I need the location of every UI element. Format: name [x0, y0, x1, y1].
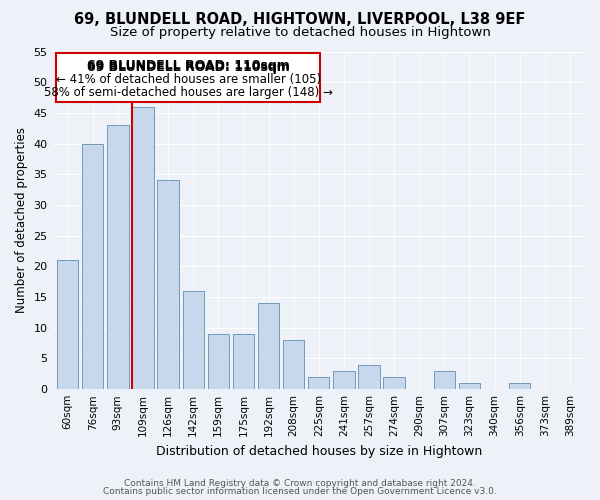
Text: Size of property relative to detached houses in Hightown: Size of property relative to detached ho… — [110, 26, 490, 39]
Bar — [308, 377, 329, 389]
Bar — [182, 291, 204, 389]
Text: ← 41% of detached houses are smaller (105): ← 41% of detached houses are smaller (10… — [56, 73, 321, 86]
Bar — [56, 52, 320, 102]
Text: Contains public sector information licensed under the Open Government Licence v3: Contains public sector information licen… — [103, 487, 497, 496]
Bar — [82, 144, 103, 389]
Bar — [434, 371, 455, 389]
Bar — [57, 260, 78, 389]
Bar — [509, 383, 530, 389]
Text: 69 BLUNDELL ROAD: 110sqm: 69 BLUNDELL ROAD: 110sqm — [87, 60, 290, 74]
X-axis label: Distribution of detached houses by size in Hightown: Distribution of detached houses by size … — [155, 444, 482, 458]
Bar — [383, 377, 405, 389]
Bar — [358, 364, 380, 389]
Text: Contains HM Land Registry data © Crown copyright and database right 2024.: Contains HM Land Registry data © Crown c… — [124, 478, 476, 488]
Text: 69, BLUNDELL ROAD, HIGHTOWN, LIVERPOOL, L38 9EF: 69, BLUNDELL ROAD, HIGHTOWN, LIVERPOOL, … — [74, 12, 526, 28]
Y-axis label: Number of detached properties: Number of detached properties — [15, 128, 28, 314]
Bar — [233, 334, 254, 389]
Bar — [157, 180, 179, 389]
Bar — [132, 107, 154, 389]
Bar — [107, 125, 128, 389]
Text: 69 BLUNDELL ROAD: 110sqm: 69 BLUNDELL ROAD: 110sqm — [87, 59, 290, 72]
Bar — [333, 371, 355, 389]
Bar — [208, 334, 229, 389]
Bar — [258, 303, 279, 389]
Bar — [459, 383, 480, 389]
Bar — [283, 340, 304, 389]
Text: 58% of semi-detached houses are larger (148) →: 58% of semi-detached houses are larger (… — [44, 86, 332, 100]
